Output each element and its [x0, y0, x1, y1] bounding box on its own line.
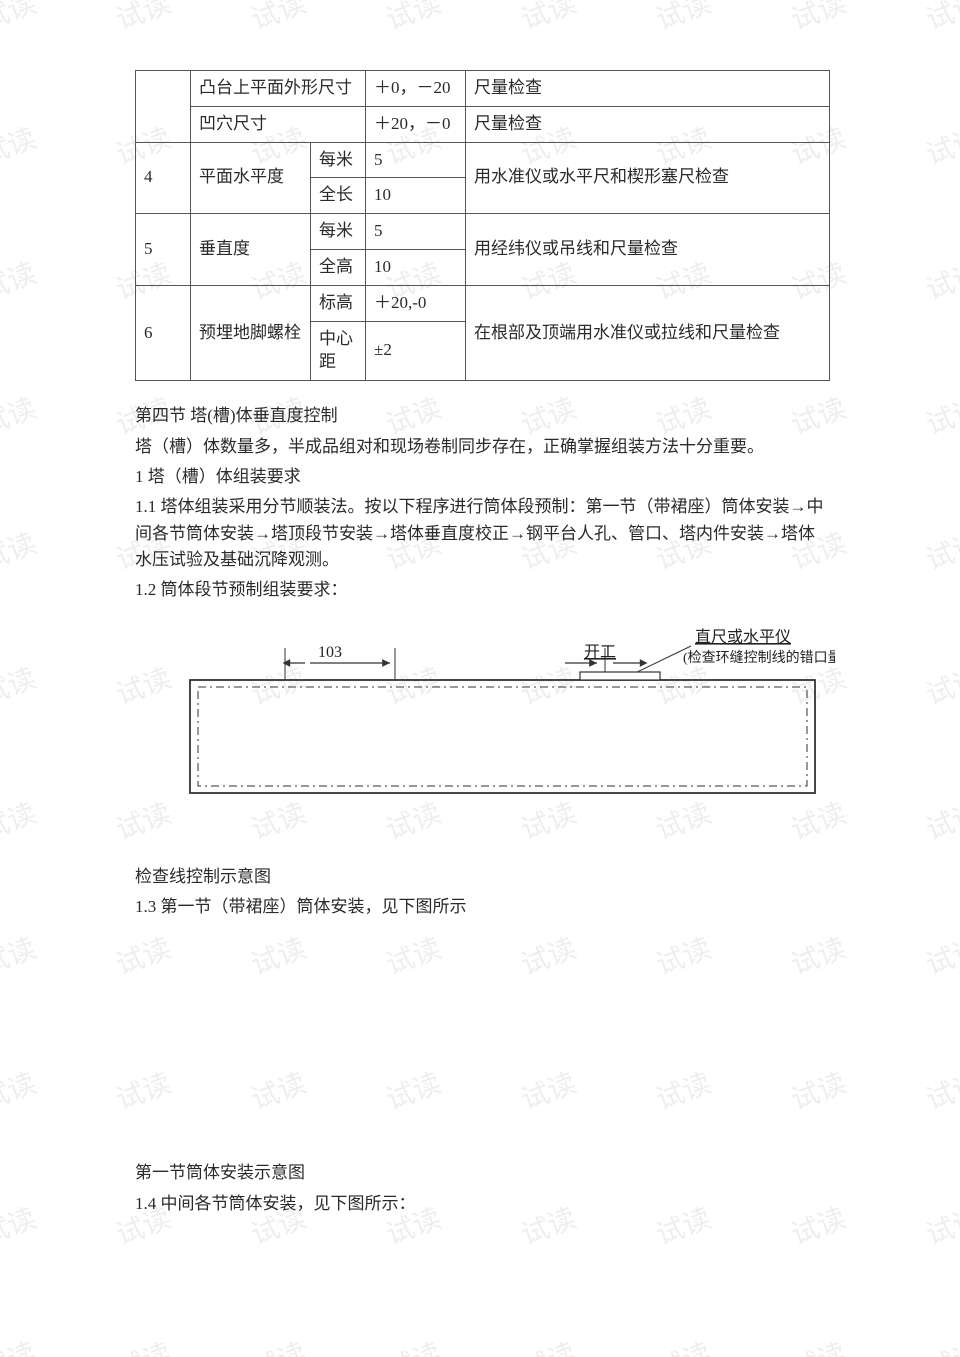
sub-cell: 标高 [311, 285, 366, 321]
tol-cell: 10 [366, 249, 466, 285]
tol-cell: ＋0，－20 [366, 71, 466, 107]
paragraph: 1.3 第一节（带裙座）筒体安装，见下图所示 [135, 894, 830, 920]
paragraph: 1.1 塔体组装采用分节顺装法。按以下程序进行筒体段预制：第一节（带裙座）筒体安… [135, 494, 830, 573]
idx-cell [136, 71, 191, 143]
inspection-line-diagram: 103开工直尺或水平仪(检查环缝控制线的错口量) [135, 618, 830, 858]
sub-cell: 中心距 [311, 321, 366, 381]
idx-cell: 4 [136, 142, 191, 214]
method-cell: 在根部及顶端用水准仪或拉线和尺量检查 [466, 285, 830, 380]
method-cell: 尺量检查 [466, 106, 830, 142]
table-row: 5 垂直度 每米 5 用经纬仪或吊线和尺量检查 [136, 214, 830, 250]
tol-cell: ＋20，－0 [366, 106, 466, 142]
sub-cell: 全高 [311, 249, 366, 285]
paragraph: 1.2 筒体段节预制组装要求： [135, 577, 830, 603]
paragraph: 塔（槽）体数量多，半成品组对和现场卷制同步存在，正确掌握组装方法十分重要。 [135, 434, 830, 460]
table-row: 4 平面水平度 每米 5 用水准仪或水平尺和楔形塞尺检查 [136, 142, 830, 178]
svg-text:103: 103 [318, 644, 342, 661]
method-cell: 尺量检查 [466, 71, 830, 107]
item-cell: 垂直度 [191, 214, 311, 286]
item-cell: 平面水平度 [191, 142, 311, 214]
method-cell: 用经纬仪或吊线和尺量检查 [466, 214, 830, 286]
item-cell: 预埋地脚螺栓 [191, 285, 311, 380]
svg-text:开工: 开工 [584, 644, 616, 661]
sub-cell: 全长 [311, 178, 366, 214]
sub-cell: 每米 [311, 142, 366, 178]
table-row: 凸台上平面外形尺寸 ＋0，－20 尺量检查 [136, 71, 830, 107]
diagram-caption: 第一节筒体安装示意图 [135, 1160, 830, 1186]
svg-text:直尺或水平仪: 直尺或水平仪 [695, 628, 791, 646]
tolerance-table: 凸台上平面外形尺寸 ＋0，－20 尺量检查 凹穴尺寸 ＋20，－0 尺量检查 4… [135, 70, 830, 381]
sub-cell: 每米 [311, 214, 366, 250]
tol-cell: ±2 [366, 321, 466, 381]
document-page: 凸台上平面外形尺寸 ＋0，－20 尺量检查 凹穴尺寸 ＋20，－0 尺量检查 4… [0, 0, 960, 1217]
item-cell: 凸台上平面外形尺寸 [191, 71, 366, 107]
section-heading: 第四节 塔(槽)体垂直度控制 [135, 403, 830, 429]
paragraph: 1.4 中间各节筒体安装，见下图所示： [135, 1191, 830, 1217]
first-section-install-diagram [135, 934, 830, 1154]
tol-cell: ＋20,-0 [366, 285, 466, 321]
tol-cell: 5 [366, 214, 466, 250]
list-heading: 1 塔（槽）体组装要求 [135, 464, 830, 490]
tol-cell: 10 [366, 178, 466, 214]
idx-cell: 5 [136, 214, 191, 286]
table-row: 凹穴尺寸 ＋20，－0 尺量检查 [136, 106, 830, 142]
table-row: 6 预埋地脚螺栓 标高 ＋20,-0 在根部及顶端用水准仪或拉线和尺量检查 [136, 285, 830, 321]
method-cell: 用水准仪或水平尺和楔形塞尺检查 [466, 142, 830, 214]
diagram-caption: 检查线控制示意图 [135, 864, 830, 890]
svg-text:(检查环缝控制线的错口量): (检查环缝控制线的错口量) [683, 650, 835, 666]
item-cell: 凹穴尺寸 [191, 106, 366, 142]
tol-cell: 5 [366, 142, 466, 178]
idx-cell: 6 [136, 285, 191, 380]
